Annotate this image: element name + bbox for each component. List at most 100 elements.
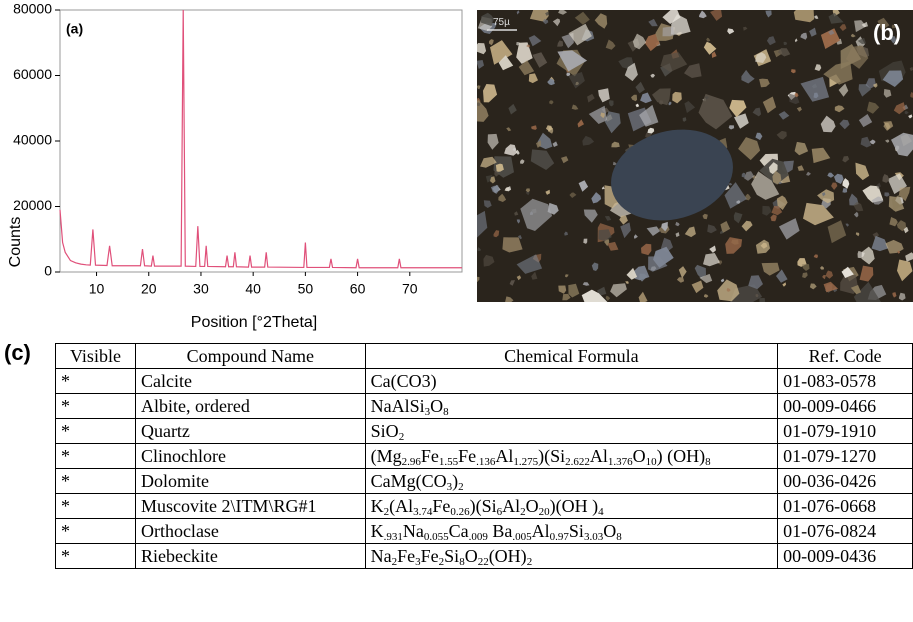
compound-name: Dolomite [135, 469, 365, 494]
formula-text: Na [403, 521, 424, 541]
visible-cell: * [56, 469, 136, 494]
page: {"chart_data": {"type": "line", "panel_l… [0, 0, 913, 622]
formula-text: Si [569, 521, 584, 541]
ref-code: 01-076-0668 [778, 494, 913, 519]
chemical-formula: Ca(CO3) [365, 369, 777, 394]
x-tick-label: 50 [298, 281, 314, 297]
chemical-formula: SiO2 [365, 419, 777, 444]
formula-subscript: 20 [539, 506, 550, 518]
formula-text: Ba [488, 521, 513, 541]
formula-text: )(Si [470, 496, 497, 516]
x-tick-label: 30 [193, 281, 209, 297]
visible-cell: * [56, 544, 136, 569]
chemical-formula: K2(Al3.74Fe0.26)(Si6Al2O20)(OH )4 [365, 494, 777, 519]
compound-name: Orthoclase [135, 519, 365, 544]
table-row: *OrthoclaseK.931Na0.055Ca.009 Ba.005Al0.… [56, 519, 913, 544]
x-tick-label: 70 [402, 281, 418, 297]
formula-subscript: 2 [458, 481, 464, 493]
grain [759, 298, 765, 302]
formula-text: Ca [449, 521, 469, 541]
formula-subscript: .136 [476, 456, 495, 468]
formula-text: K [371, 496, 384, 516]
header-cell: Chemical Formula [365, 344, 777, 369]
header-cell: Compound Name [135, 344, 365, 369]
formula-subscript: 8 [443, 406, 449, 418]
compound-name: Quartz [135, 419, 365, 444]
formula-text: Ca(CO3) [371, 371, 437, 391]
formula-subscript: 4 [598, 506, 604, 518]
chemical-formula: Na2Fe3Fe2Si8O22(OH)2 [365, 544, 777, 569]
visible-cell: * [56, 369, 136, 394]
scale-label: 75µ [493, 17, 510, 28]
formula-text: O [465, 546, 478, 566]
formula-text: )(OH ) [550, 496, 598, 516]
chemical-formula: CaMg(CO3)2 [365, 469, 777, 494]
formula-subscript: 2 [399, 431, 405, 443]
formula-text: O [430, 396, 443, 416]
formula-text: (Al [389, 496, 413, 516]
formula-subscript: 3.03 [584, 531, 603, 543]
formula-text: Fe [432, 496, 450, 516]
formula-text: (Mg [371, 446, 402, 466]
ref-code: 01-079-1910 [778, 419, 913, 444]
formula-subscript: 0.055 [424, 531, 449, 543]
table-row: *Calcite Ca(CO3) 01-083-0578 [56, 369, 913, 394]
formula-text: Al [495, 446, 513, 466]
visible-cell: * [56, 494, 136, 519]
micrograph: 75µ (b) [477, 10, 913, 302]
header-cell: Visible [56, 344, 136, 369]
compound-name: Muscovite 2\ITM\RG#1 [135, 494, 365, 519]
panel-label: (b) [873, 20, 901, 45]
table-row: *Albite, orderedNaAlSi3O800-009-0466 [56, 394, 913, 419]
x-axis-label: Position [°2Theta] [191, 314, 317, 331]
formula-text: Si [444, 546, 459, 566]
formula-text: )(Si [538, 446, 565, 466]
visible-cell: * [56, 519, 136, 544]
formula-text: Na [371, 546, 392, 566]
y-tick-label: 80000 [13, 1, 52, 17]
formula-text: ) (OH) [657, 446, 705, 466]
formula-text: Fe [421, 446, 439, 466]
xrd-trace [60, 10, 462, 268]
chemical-formula: K.931Na0.055Ca.009 Ba.005Al0.97Si3.03O8 [365, 519, 777, 544]
x-tick-label: 60 [350, 281, 366, 297]
compound-name: Calcite [135, 369, 365, 394]
panel-label: (c) [4, 340, 31, 366]
panel-label: (a) [66, 21, 83, 37]
formula-text: Al [502, 496, 520, 516]
visible-cell: * [56, 444, 136, 469]
y-axis-label: Counts [7, 217, 24, 268]
table-row: *Clinochlore(Mg2.96Fe1.55Fe.136Al1.275)(… [56, 444, 913, 469]
x-tick-label: 10 [89, 281, 105, 297]
ref-code: 01-079-1270 [778, 444, 913, 469]
plot-frame [60, 10, 462, 272]
formula-text: Fe [397, 546, 415, 566]
table-row: *Muscovite 2\ITM\RG#1K2(Al3.74Fe0.26)(Si… [56, 494, 913, 519]
chemical-formula: NaAlSi3O8 [365, 394, 777, 419]
ref-code: 01-083-0578 [778, 369, 913, 394]
formula-subscript: .005 [512, 531, 531, 543]
formula-text: O [603, 521, 616, 541]
formula-text: O [526, 496, 539, 516]
formula-text: CaMg(CO [371, 471, 447, 491]
formula-text: (OH) [489, 546, 527, 566]
chemical-formula: (Mg2.96Fe1.55Fe.136Al1.275)(Si2.622Al1.3… [365, 444, 777, 469]
ref-code: 00-009-0436 [778, 544, 913, 569]
visible-cell: * [56, 394, 136, 419]
formula-text: Al [532, 521, 550, 541]
formula-subscript: .009 [469, 531, 488, 543]
compound-name: Riebeckite [135, 544, 365, 569]
formula-text: K [371, 521, 384, 541]
formula-text: NaAlSi [371, 396, 425, 416]
formula-text: O [633, 446, 646, 466]
formula-subscript: 2 [527, 556, 533, 568]
grain [663, 27, 675, 37]
y-tick-label: 60000 [13, 66, 52, 82]
formula-subscript: 22 [478, 556, 489, 568]
x-tick-label: 20 [141, 281, 157, 297]
ref-code: 00-009-0466 [778, 394, 913, 419]
formula-text: Fe [458, 446, 476, 466]
formula-subscript: 2.622 [565, 456, 590, 468]
